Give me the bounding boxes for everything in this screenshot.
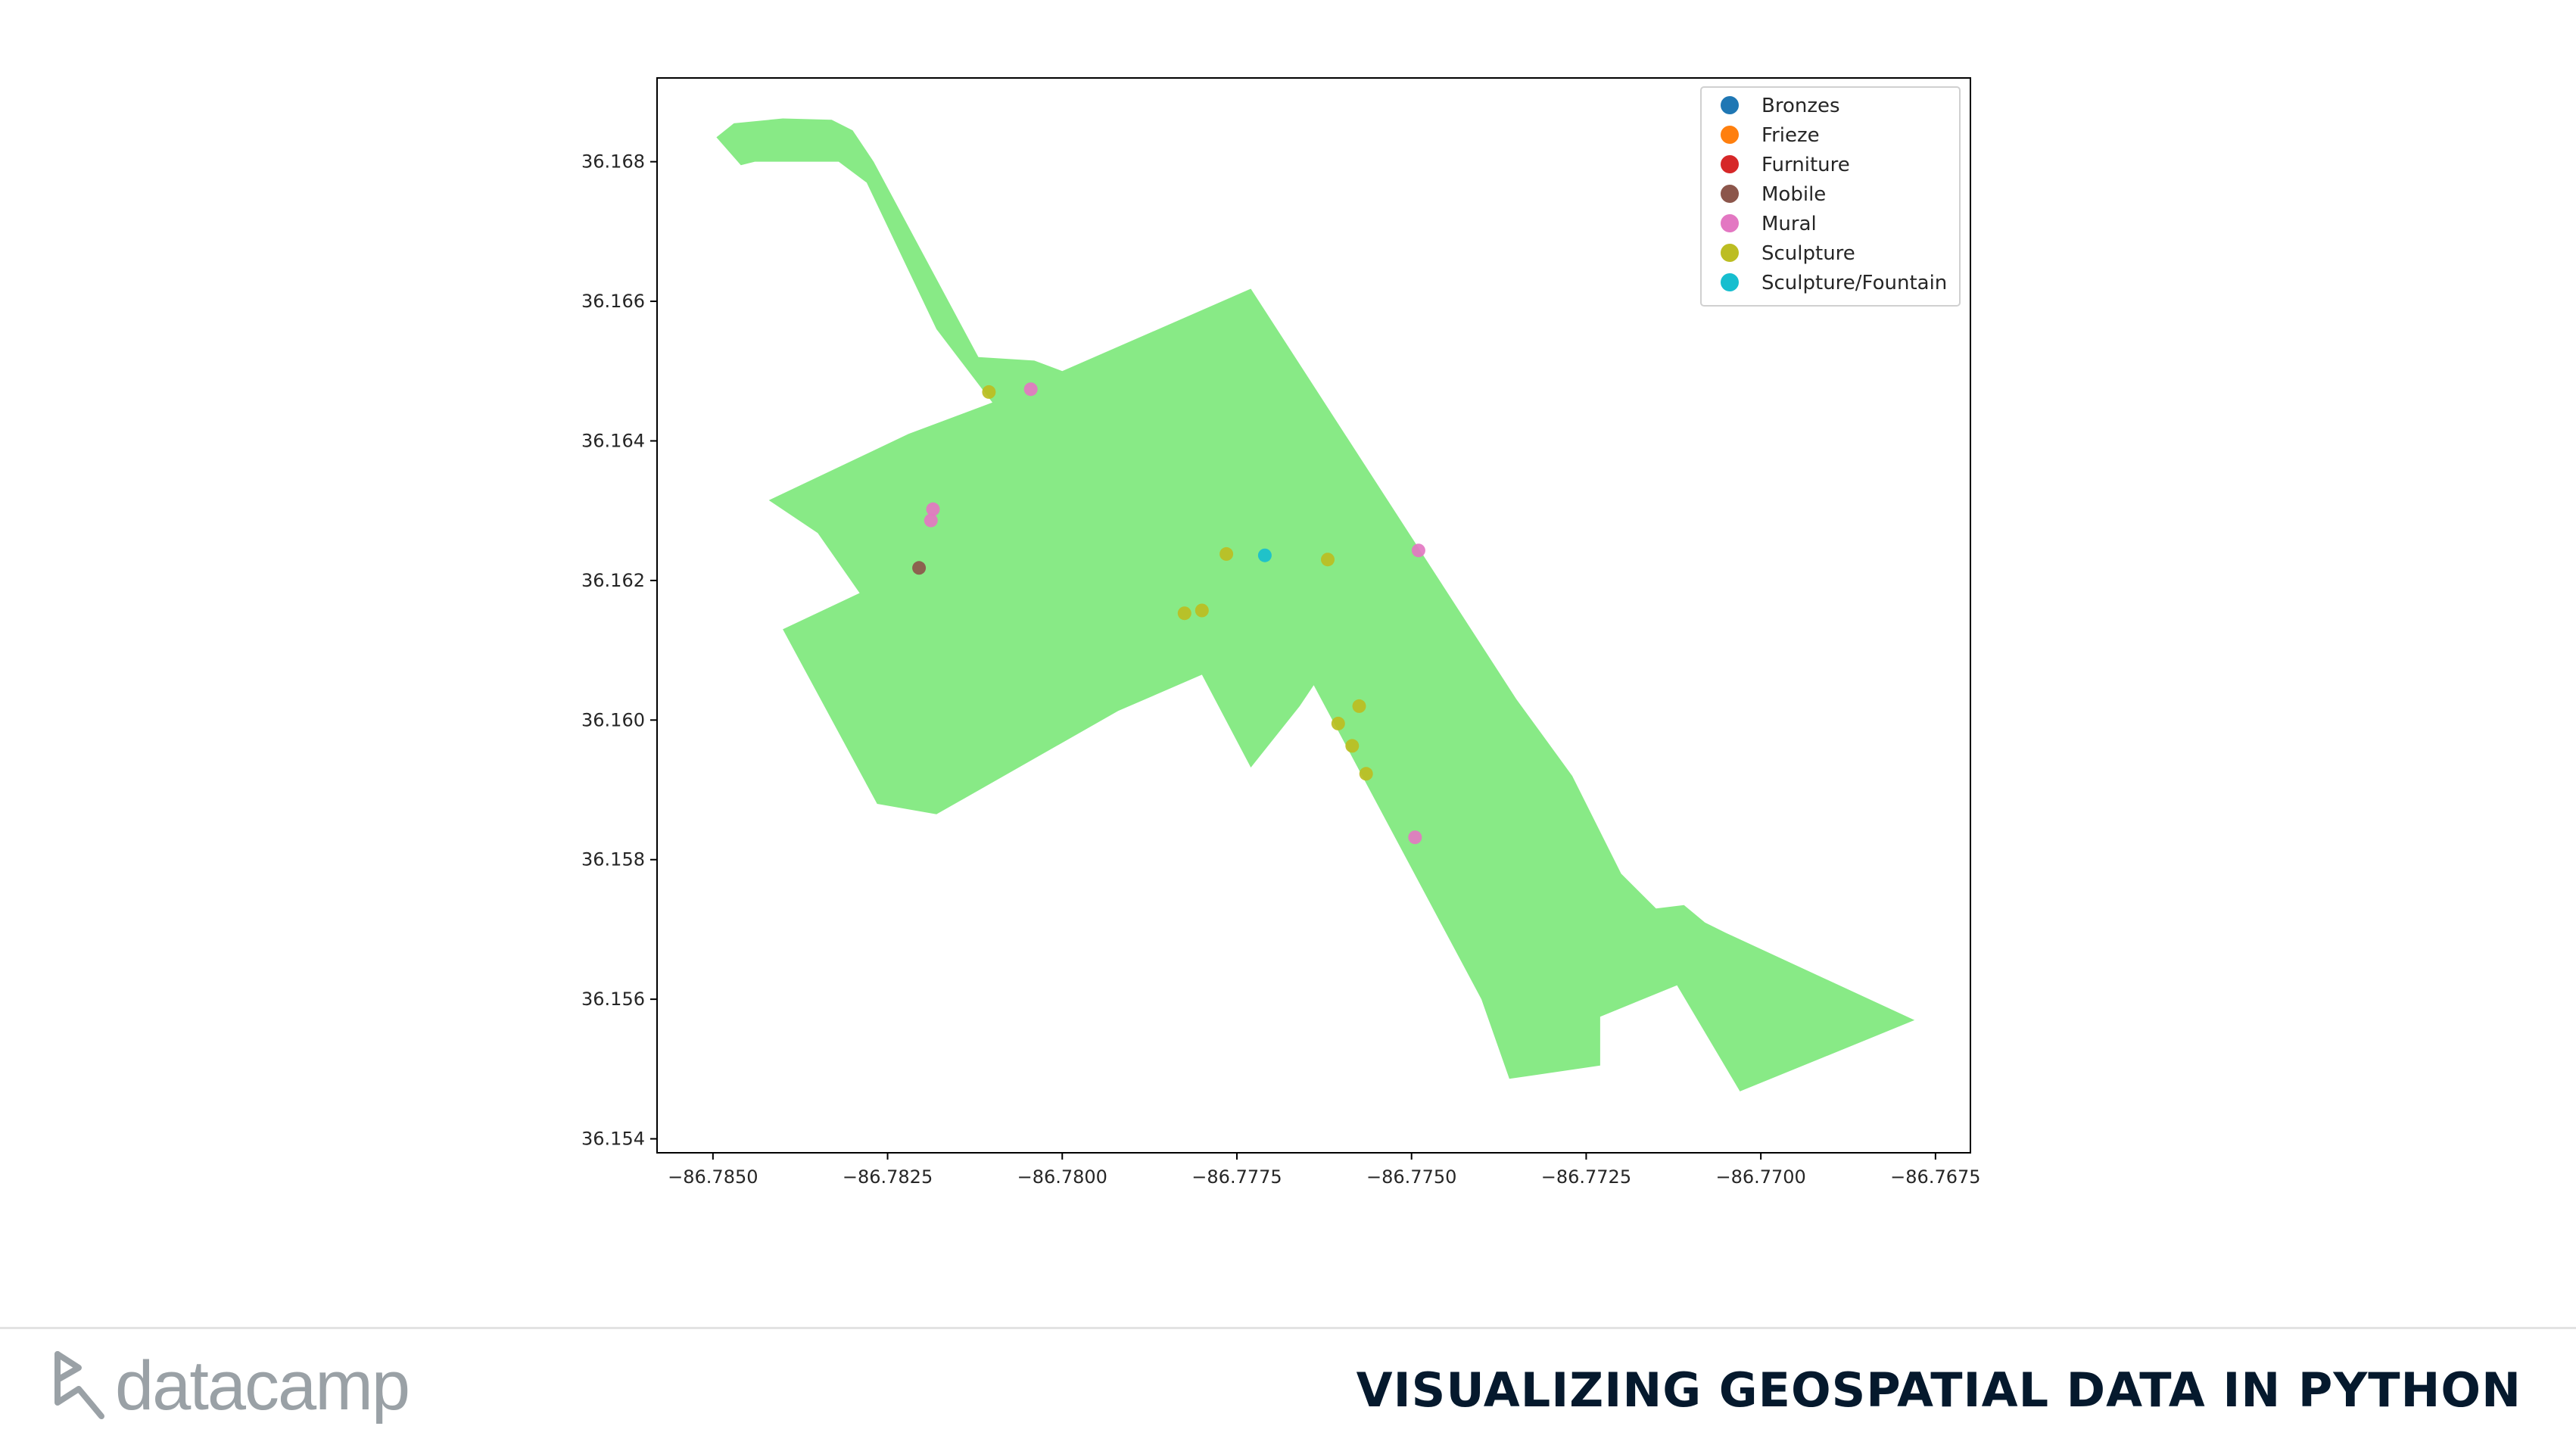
region-polygon [716, 118, 1915, 1091]
course-title: VISUALIZING GEOSPATIAL DATA IN PYTHON [1356, 1362, 2521, 1418]
legend-marker [1721, 126, 1739, 144]
legend-marker [1721, 273, 1739, 291]
point-mural-0 [926, 502, 940, 516]
y-axis: 36.154 36.156 36.158 36.160 36.162 36.164 36.1… [581, 151, 657, 1150]
region-layer [716, 118, 1915, 1091]
legend-entry: Frieze [1761, 124, 1820, 147]
point-sculpture-5 [1352, 699, 1366, 713]
y-tick-label: 36.162 [581, 570, 645, 591]
point-mobile-0 [912, 561, 927, 575]
x-tick-label: −86.7675 [1890, 1166, 1980, 1188]
legend-entry: Sculpture [1761, 242, 1855, 265]
point-mural-1 [924, 513, 938, 528]
legend: Bronzes Frieze Furniture Mobile Mural Sculptu… [1700, 86, 1961, 307]
x-tick-label: −86.7725 [1541, 1166, 1631, 1188]
chart: −86.7850 −86.7825 −86.7800 −86.7775 −86.7750… [581, 77, 1981, 1188]
y-tick-label: 36.156 [581, 989, 645, 1010]
point-sculpture-2 [1321, 553, 1335, 567]
legend-entry: Mobile [1761, 183, 1826, 206]
y-tick-label: 36.160 [581, 709, 645, 730]
x-tick-label: −86.7775 [1191, 1166, 1282, 1188]
legend-marker [1721, 96, 1739, 114]
point-sculpture-8 [1359, 767, 1373, 781]
point-sculpture-3 [1177, 606, 1191, 621]
x-tick-label: −86.7800 [1017, 1166, 1107, 1188]
legend-marker [1721, 185, 1739, 203]
x-tick-label: −86.7825 [843, 1166, 933, 1188]
logo-text: datacamp [115, 1347, 410, 1425]
y-tick-label: 36.164 [581, 430, 645, 451]
points-layer [912, 382, 1425, 845]
point-mural-2 [1023, 382, 1038, 397]
footer-divider [0, 1327, 2576, 1329]
point-sculpture-4 [1195, 603, 1209, 618]
y-tick-label: 36.154 [581, 1129, 645, 1150]
x-tick-label: −86.7850 [668, 1166, 758, 1188]
point-sculpture-6 [1331, 716, 1345, 730]
legend-marker [1721, 244, 1739, 262]
legend-marker [1721, 155, 1739, 173]
point-sculpture-0 [982, 385, 996, 399]
x-tick-label: −86.7750 [1366, 1166, 1456, 1188]
y-tick-label: 36.166 [581, 291, 645, 312]
x-axis: −86.7850 −86.7825 −86.7800 −86.7775 −86.7750… [668, 1153, 1981, 1188]
x-tick-label: −86.7700 [1715, 1166, 1805, 1188]
point-sculpture-1 [1219, 546, 1234, 561]
legend-entry: Mural [1761, 213, 1817, 235]
legend-entry: Bronzes [1761, 95, 1840, 117]
point-sculpture-fountain-0 [1257, 548, 1272, 562]
point-mural-4 [1408, 830, 1422, 845]
point-mural-3 [1411, 543, 1425, 558]
datacamp-logo: datacamp [51, 1347, 410, 1425]
datacamp-logo-icon [55, 1351, 104, 1419]
plot-frame [656, 77, 1971, 1154]
y-tick-label: 36.158 [581, 849, 645, 870]
y-tick-label: 36.168 [581, 151, 645, 173]
legend-entry: Furniture [1761, 154, 1850, 176]
point-sculpture-7 [1345, 739, 1360, 753]
legend-box [1700, 86, 1961, 307]
legend-entry: Sculpture/Fountain [1761, 272, 1947, 294]
legend-marker [1721, 214, 1739, 232]
